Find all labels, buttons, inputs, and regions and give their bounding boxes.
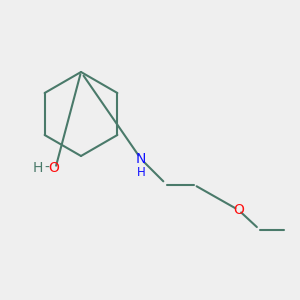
Text: H: H xyxy=(136,166,146,179)
Text: H: H xyxy=(33,161,44,175)
Text: N: N xyxy=(136,152,146,166)
Text: O: O xyxy=(233,203,244,217)
Text: O: O xyxy=(49,161,59,175)
Text: -: - xyxy=(45,161,50,175)
